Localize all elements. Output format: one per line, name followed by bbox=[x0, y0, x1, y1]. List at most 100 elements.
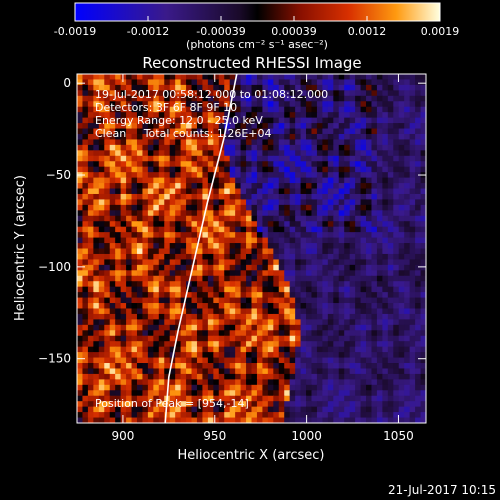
heatmap-cell bbox=[393, 395, 400, 402]
heatmap-cell bbox=[322, 232, 329, 239]
heatmap-cell bbox=[273, 313, 280, 320]
heatmap-cell bbox=[344, 270, 351, 277]
heatmap-cell bbox=[306, 373, 313, 380]
heatmap-cell bbox=[235, 95, 242, 102]
heatmap-cell bbox=[147, 128, 154, 135]
heatmap-cell bbox=[82, 133, 89, 141]
heatmap-cell bbox=[251, 379, 258, 386]
heatmap-cell bbox=[229, 204, 236, 211]
heatmap-cell bbox=[371, 84, 378, 91]
heatmap-cell bbox=[409, 390, 416, 397]
heatmap-cell bbox=[120, 123, 127, 130]
heatmap-cell bbox=[147, 106, 154, 113]
heatmap-cell bbox=[322, 183, 329, 190]
heatmap-cell bbox=[300, 406, 307, 413]
heatmap-cell bbox=[420, 112, 426, 119]
heatmap-cell bbox=[164, 253, 171, 260]
heatmap-cell bbox=[180, 335, 187, 342]
heatmap-cell bbox=[246, 335, 253, 342]
heatmap-cell bbox=[415, 177, 422, 184]
heatmap-cell bbox=[409, 84, 416, 91]
heatmap-cell bbox=[158, 308, 165, 315]
heatmap-cell bbox=[300, 232, 307, 239]
heatmap-cell bbox=[333, 406, 340, 413]
heatmap-cell bbox=[115, 106, 122, 113]
heatmap-cell bbox=[256, 221, 263, 228]
heatmap-cell bbox=[240, 346, 247, 353]
heatmap-cell bbox=[284, 221, 291, 228]
heatmap-cell bbox=[322, 155, 329, 162]
heatmap-cell bbox=[196, 324, 204, 331]
heatmap-cell bbox=[349, 401, 356, 408]
heatmap-cell bbox=[344, 363, 351, 370]
heatmap-cell bbox=[273, 341, 280, 348]
heatmap-cell bbox=[360, 193, 367, 201]
heatmap-cell bbox=[207, 368, 214, 375]
heatmap-cell bbox=[131, 237, 138, 244]
heatmap-cell bbox=[246, 150, 253, 157]
heatmap-cell bbox=[404, 161, 411, 168]
heatmap-cell bbox=[218, 384, 225, 391]
heatmap-cell bbox=[251, 390, 258, 397]
heatmap-cell bbox=[360, 379, 367, 386]
heatmap-cell bbox=[316, 117, 323, 124]
heatmap-cell bbox=[366, 259, 373, 266]
heatmap-cell bbox=[77, 112, 84, 119]
heatmap-cell bbox=[153, 243, 160, 250]
heatmap-cell bbox=[213, 84, 220, 91]
heatmap-cell bbox=[409, 166, 416, 173]
heatmap-cell bbox=[142, 324, 149, 331]
heatmap-cell bbox=[355, 292, 362, 299]
heatmap-cell bbox=[273, 264, 280, 271]
heatmap-cell bbox=[104, 248, 111, 255]
heatmap-cell bbox=[344, 139, 351, 146]
heatmap-cell bbox=[196, 275, 204, 282]
heatmap-cell bbox=[327, 74, 334, 81]
heatmap-cell bbox=[98, 341, 105, 348]
heatmap-cell bbox=[186, 373, 193, 380]
heatmap-cell bbox=[240, 90, 247, 97]
heatmap-cell bbox=[98, 177, 105, 184]
heatmap-cell bbox=[186, 183, 193, 190]
heatmap-cell bbox=[344, 166, 351, 173]
heatmap-cell bbox=[251, 357, 258, 364]
heatmap-cell bbox=[251, 172, 258, 179]
heatmap-cell bbox=[109, 412, 116, 419]
heatmap-cell bbox=[98, 412, 105, 419]
heatmap-cell bbox=[218, 303, 225, 310]
heatmap-cell bbox=[371, 368, 378, 375]
heatmap-cell bbox=[109, 123, 116, 130]
heatmap-cell bbox=[202, 357, 209, 364]
heatmap-cell bbox=[229, 259, 236, 266]
heatmap-cell bbox=[376, 95, 383, 102]
heatmap-cell bbox=[142, 90, 149, 97]
heatmap-cell bbox=[186, 264, 193, 271]
heatmap-cell bbox=[273, 368, 280, 375]
heatmap-cell bbox=[404, 232, 411, 239]
heatmap-cell bbox=[278, 297, 285, 304]
heatmap-cell bbox=[267, 313, 274, 320]
heatmap-cell bbox=[136, 144, 144, 151]
heatmap-cell bbox=[224, 303, 231, 310]
heatmap-cell bbox=[284, 259, 291, 266]
heatmap-cell bbox=[415, 335, 422, 342]
heatmap-cell bbox=[77, 95, 84, 102]
heatmap-cell bbox=[366, 286, 373, 293]
heatmap-cell bbox=[115, 253, 122, 260]
heatmap-cell bbox=[295, 324, 302, 331]
heatmap-cell bbox=[218, 286, 225, 293]
heatmap-cell bbox=[98, 417, 105, 423]
heatmap-cell bbox=[77, 308, 84, 315]
heatmap-cell bbox=[366, 248, 373, 255]
heatmap-cell bbox=[409, 281, 416, 288]
heatmap-cell bbox=[164, 406, 171, 413]
heatmap-cell bbox=[213, 79, 220, 86]
heatmap-cell bbox=[311, 183, 318, 190]
heatmap-cell bbox=[186, 357, 193, 364]
heatmap-cell bbox=[387, 166, 394, 173]
heatmap-cell bbox=[393, 237, 400, 244]
heatmap-cell bbox=[300, 95, 307, 102]
heatmap-cell bbox=[355, 401, 362, 408]
heatmap-cell bbox=[338, 183, 345, 190]
heatmap-cell bbox=[267, 248, 274, 255]
